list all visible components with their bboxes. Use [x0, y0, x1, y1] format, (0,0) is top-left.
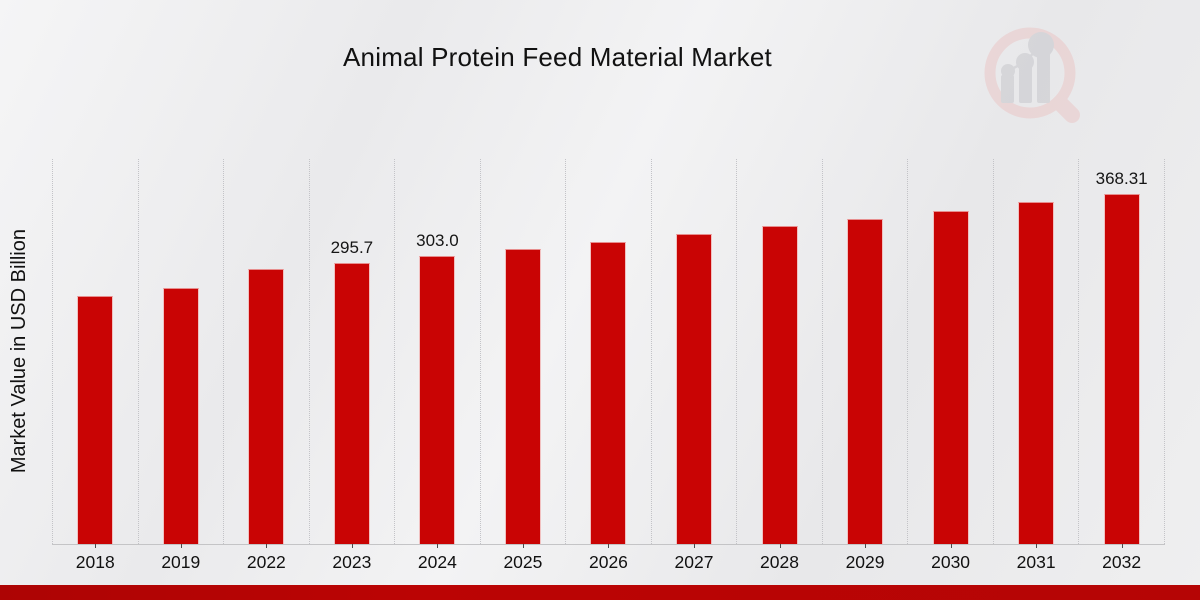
footer-red-band [0, 585, 1200, 600]
x-tick-label-2018: 2018 [75, 552, 115, 572]
bar-2025 [504, 249, 541, 544]
y-axis-label-container: Market Value in USD Billion [4, 159, 34, 544]
bar-2018 [77, 296, 114, 544]
grid-column: 2027 [652, 159, 738, 572]
bar-value-label-2032: 368.31 [1095, 169, 1148, 188]
x-axis-tick [351, 544, 353, 548]
x-axis-tick [266, 544, 268, 548]
bar-2032 [1103, 194, 1140, 544]
grid-column: 303.0 2024 [395, 159, 481, 572]
x-axis-tick [180, 544, 182, 548]
bar-2027 [675, 234, 712, 544]
bar-2022 [248, 269, 285, 544]
x-axis-tick [779, 544, 781, 548]
x-tick-label-2031: 2031 [1016, 552, 1056, 572]
bar-2024 [419, 256, 456, 544]
x-tick-label-2026: 2026 [588, 552, 628, 572]
grid-column: 2030 [908, 159, 994, 572]
grid-column: 2018 [52, 159, 139, 572]
x-tick-label-2027: 2027 [674, 552, 714, 572]
bar-2023 [333, 263, 370, 544]
x-tick-label-2022: 2022 [246, 552, 286, 572]
grid-column: 2026 [566, 159, 652, 572]
x-tick-label-2032: 2032 [1102, 552, 1142, 572]
grid-column: 2029 [823, 159, 909, 572]
x-tick-label-2024: 2024 [417, 552, 457, 572]
bar-2029 [847, 219, 884, 544]
x-axis-tick [437, 544, 439, 548]
grid-column: 2028 [737, 159, 823, 572]
x-tick-label-2023: 2023 [332, 552, 372, 572]
x-tick-label-2019: 2019 [161, 552, 201, 572]
x-tick-label-2030: 2030 [931, 552, 971, 572]
chart-title: Animal Protein Feed Material Market [343, 42, 772, 72]
x-tick-label-2025: 2025 [503, 552, 543, 572]
bar-value-label-2024: 303.0 [416, 231, 459, 250]
x-axis-tick [950, 544, 952, 548]
x-tick-label-2028: 2028 [760, 552, 799, 572]
grid-column: 2025 [481, 159, 567, 572]
bar-value-label-2023: 295.7 [330, 238, 374, 257]
x-axis-tick [865, 544, 867, 548]
plot-area: 2018 2019 2022 295.7 2023 303.0 2024 2025 2026 20… [52, 159, 1165, 572]
bar-2019 [162, 288, 199, 544]
x-axis-tick [693, 544, 695, 548]
x-axis-tick [522, 544, 524, 548]
grid-column: 2019 [139, 159, 225, 572]
bar-2028 [761, 226, 798, 544]
y-axis-label: Market Value in USD Billion [7, 229, 30, 474]
bar-2031 [1018, 202, 1055, 544]
grid-column: 2031 [994, 159, 1080, 572]
x-tick-label-2029: 2029 [845, 552, 885, 572]
x-axis-tick [1121, 544, 1123, 548]
bar-2026 [590, 242, 627, 544]
x-axis-tick [95, 544, 97, 548]
grid-column: 295.7 2023 [310, 159, 396, 572]
x-axis-tick [608, 544, 610, 548]
bar-2030 [932, 211, 969, 544]
grid-column: 368.31 2032 [1079, 159, 1165, 572]
x-axis-tick [1036, 544, 1038, 548]
grid-column: 2022 [224, 159, 310, 572]
brand-watermark-icon [984, 27, 1080, 123]
